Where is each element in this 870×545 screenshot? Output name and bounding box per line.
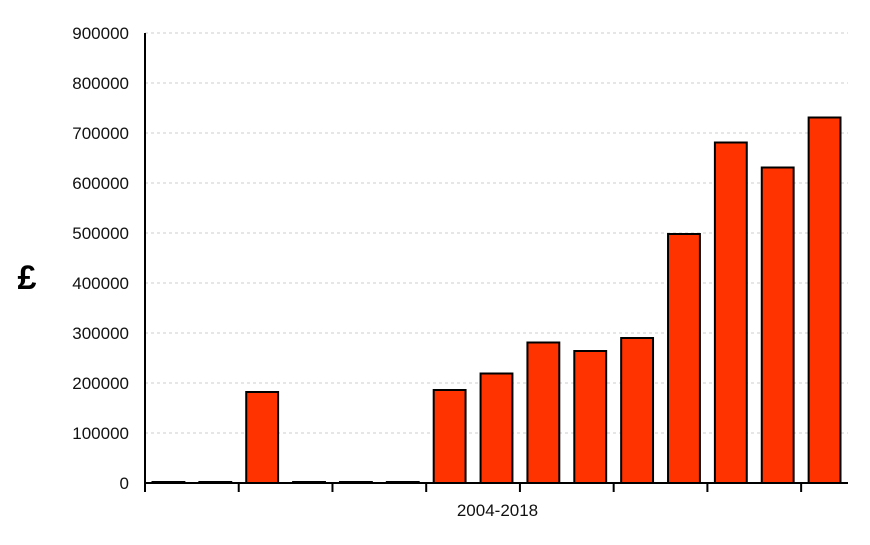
y-axis-label: £ [18, 259, 37, 297]
y-tick-label: 100000 [72, 424, 129, 443]
bar [713, 141, 748, 484]
bar [432, 389, 467, 484]
y-tick-label: 600000 [72, 174, 129, 193]
bar [760, 166, 795, 484]
bar [807, 116, 842, 484]
bar [479, 372, 514, 484]
y-tick-label: 400000 [72, 274, 129, 293]
y-tick-label: 500000 [72, 224, 129, 243]
bar [573, 350, 608, 484]
bar [620, 337, 655, 484]
y-tick-label: 700000 [72, 124, 129, 143]
y-tick-label: 0 [120, 474, 129, 493]
y-tick-label: 800000 [72, 74, 129, 93]
bar [526, 341, 561, 484]
bars [151, 116, 842, 484]
y-tick-label: 900000 [72, 24, 129, 43]
bar [667, 233, 701, 484]
y-tick-label: 300000 [72, 324, 129, 343]
x-axis-label: 2004-2018 [457, 501, 538, 520]
y-tick-label: 200000 [72, 374, 129, 393]
x-ticks [144, 483, 803, 492]
y-ticks: 0 100000 200000 300000 400000 500000 600000 700… [72, 24, 129, 493]
bar [245, 391, 280, 484]
